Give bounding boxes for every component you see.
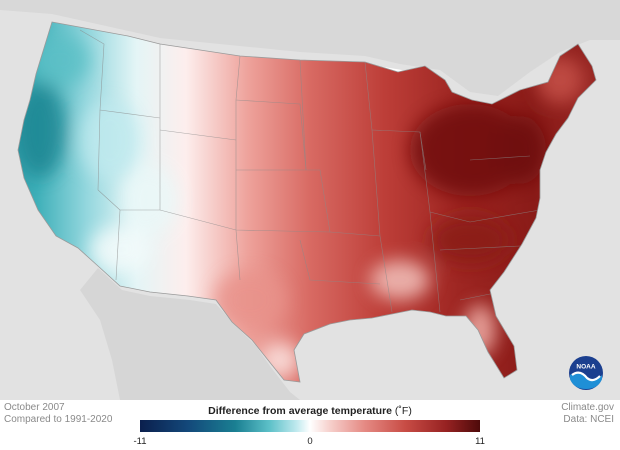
legend-unit: (˚F) [394,405,412,417]
us-outline [17,21,597,383]
legend-title-text: Difference from average temperature [208,405,392,417]
footer: October 2007 Compared to 1991-2020 Diffe… [0,400,620,450]
legend-tick-max: 11 [475,436,485,447]
credit-source: Climate.gov [561,402,614,413]
legend-title: Difference from average temperature (˚F) [140,405,480,417]
temperature-anomaly-map [17,21,597,400]
legend-color-bar [140,420,480,432]
map-area: NOAA [0,0,620,400]
map-baseline: Compared to 1991-2020 [4,414,113,425]
noaa-logo-icon: NOAA [569,356,603,390]
legend-tick-min: -11 [133,436,147,447]
credit-data: Data: NCEI [563,414,614,425]
legend-tick-zero: 0 [307,436,313,447]
noaa-logo-text: NOAA [576,364,595,371]
map-period: October 2007 [4,402,65,413]
